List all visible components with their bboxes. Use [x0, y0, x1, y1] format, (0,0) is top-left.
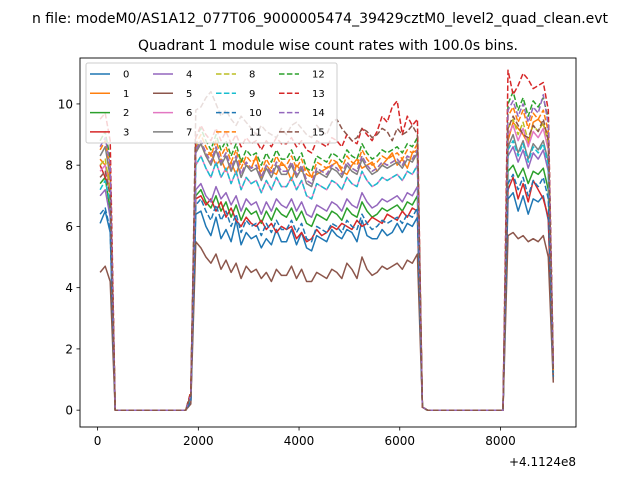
- y-tick-label: 6: [65, 220, 73, 234]
- series-line-3: [99, 164, 555, 411]
- y-tick-label: 10: [58, 97, 73, 111]
- x-tick-label: 4000: [284, 434, 315, 448]
- legend-box: [85, 62, 338, 144]
- legend-label-0: 0: [123, 70, 129, 81]
- series-line-11: [99, 106, 555, 411]
- figure-suptitle: n file: modeM0/AS1A12_077T06_9000005474_…: [32, 11, 609, 27]
- x-tick-label: 6000: [384, 434, 415, 448]
- legend-label-11: 11: [249, 127, 262, 138]
- legend-label-6: 6: [186, 108, 192, 119]
- legend-label-2: 2: [123, 108, 129, 119]
- series-line-5: [99, 231, 555, 411]
- legend-label-7: 7: [186, 127, 192, 138]
- y-tick-label: 0: [65, 404, 73, 418]
- legend-label-5: 5: [186, 89, 192, 100]
- y-tick-label: 2: [65, 342, 73, 356]
- x-tick-label: 0: [94, 434, 102, 448]
- x-tick-label: 2000: [183, 434, 214, 448]
- plot-frame: [79, 57, 577, 428]
- x-axis-ticks: 0 2000 4000 6000 8000: [94, 427, 516, 448]
- legend-label-15: 15: [312, 127, 325, 138]
- legend-label-9: 9: [249, 89, 255, 100]
- series-line-0: [99, 191, 555, 411]
- y-tick-label: 4: [65, 281, 73, 295]
- y-tick-label: 8: [65, 159, 73, 173]
- series-line-13: [99, 69, 555, 411]
- y-axis-ticks: 0 2 4 6 8 10: [58, 97, 80, 418]
- legend-label-1: 1: [123, 89, 129, 100]
- legend-label-3: 3: [123, 127, 129, 138]
- x-tick-label: 8000: [485, 434, 516, 448]
- legend-label-14: 14: [312, 108, 325, 119]
- x-axis-offset-label: +4.1124e8: [509, 455, 576, 469]
- legend-label-8: 8: [249, 70, 255, 81]
- legend-label-13: 13: [312, 89, 325, 100]
- series-line-2: [99, 164, 555, 411]
- legend-label-4: 4: [186, 70, 192, 81]
- legend-label-10: 10: [249, 108, 262, 119]
- chart-title: Quadrant 1 module wise count rates with …: [138, 38, 518, 54]
- series-line-7: [99, 133, 555, 411]
- legend-label-12: 12: [312, 70, 325, 81]
- series-line-9: [99, 139, 555, 411]
